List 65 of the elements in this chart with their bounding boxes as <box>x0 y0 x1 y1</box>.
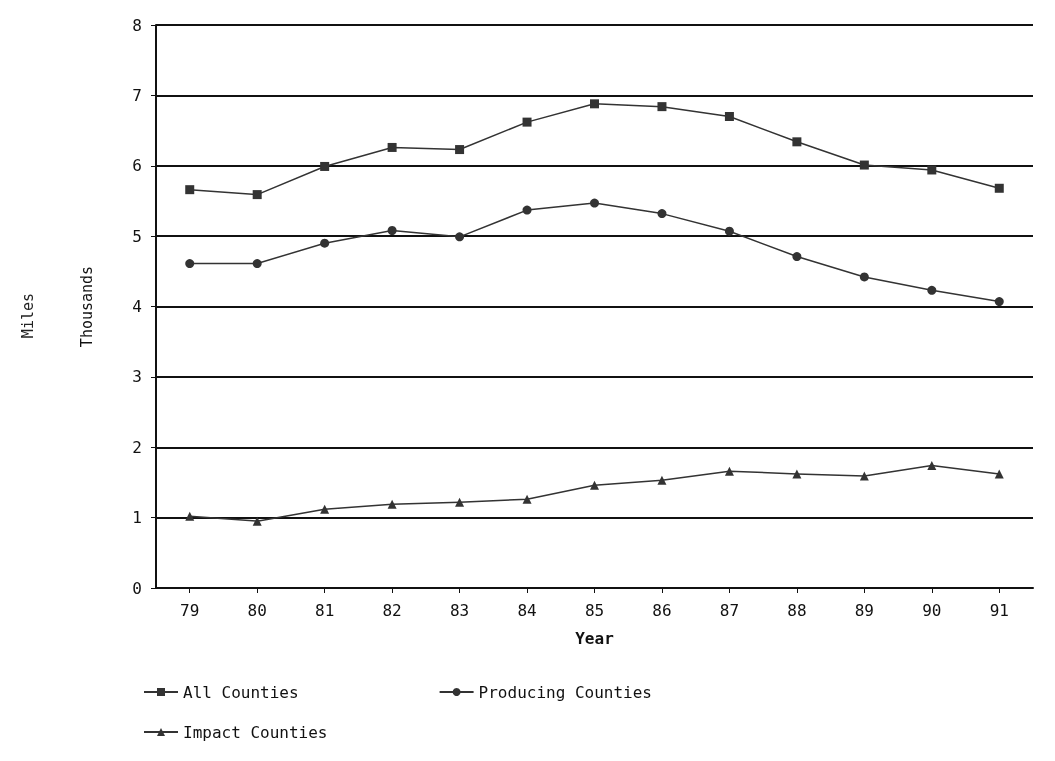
point <box>927 285 937 295</box>
point <box>185 511 195 521</box>
y-tick-label: 3 <box>132 367 142 387</box>
x-tick-label: 85 <box>584 600 605 620</box>
point <box>927 165 937 175</box>
point <box>994 183 1004 193</box>
point <box>522 117 532 127</box>
x-tick-label: 79 <box>180 600 200 620</box>
y-tick-label: 1 <box>132 508 142 528</box>
point <box>792 137 802 147</box>
y-tick-label: 0 <box>132 578 142 598</box>
point <box>724 111 734 121</box>
x-tick-label: 82 <box>382 600 402 620</box>
x-tick-label: 89 <box>854 600 874 620</box>
point <box>792 252 802 262</box>
point <box>455 145 465 155</box>
y-tick-label: 8 <box>132 15 142 35</box>
point <box>387 226 397 235</box>
x-axis-title: Year <box>575 628 614 648</box>
point <box>859 272 869 282</box>
x-tick-label: 81 <box>315 600 335 620</box>
point <box>522 205 532 215</box>
point <box>320 161 330 171</box>
y-tick-label: 5 <box>132 226 142 246</box>
point <box>455 497 465 507</box>
legend-label: Impact Counties <box>183 722 328 742</box>
y-tick-label: 6 <box>132 156 142 176</box>
point <box>859 160 869 170</box>
point <box>455 232 465 242</box>
point <box>590 99 599 109</box>
y-tick-label: 2 <box>132 437 142 457</box>
legend-label: Producing Counties <box>478 682 652 702</box>
y-axis-title: Thousands <box>77 265 96 348</box>
legend-label: All Counties <box>183 682 299 702</box>
x-tick-label: 90 <box>922 600 942 620</box>
x-tick-label: 83 <box>449 600 470 620</box>
point <box>185 185 195 195</box>
x-tick-label: 91 <box>989 600 1009 620</box>
point <box>522 494 532 504</box>
point <box>657 102 667 112</box>
point <box>387 499 397 509</box>
x-tick-label: 86 <box>652 600 672 620</box>
point <box>927 461 937 471</box>
point <box>657 209 667 219</box>
point <box>724 466 734 476</box>
x-tick-label: 88 <box>787 600 807 620</box>
point <box>320 504 330 514</box>
y-tick-label: 7 <box>132 85 142 105</box>
point <box>859 471 869 481</box>
text: Miles <box>18 293 37 339</box>
point <box>185 259 195 269</box>
x-tick-label: 80 <box>247 600 267 620</box>
x-tick-label: 84 <box>517 600 537 620</box>
point <box>252 259 262 269</box>
point <box>320 238 330 248</box>
y-tick-label: 4 <box>132 297 142 316</box>
x-tick-label: 87 <box>719 600 740 620</box>
point <box>724 226 734 236</box>
point <box>590 480 599 490</box>
point <box>994 297 1004 307</box>
point <box>657 475 667 485</box>
point <box>387 142 397 152</box>
point <box>252 190 262 200</box>
point <box>590 198 599 208</box>
point <box>252 516 262 526</box>
